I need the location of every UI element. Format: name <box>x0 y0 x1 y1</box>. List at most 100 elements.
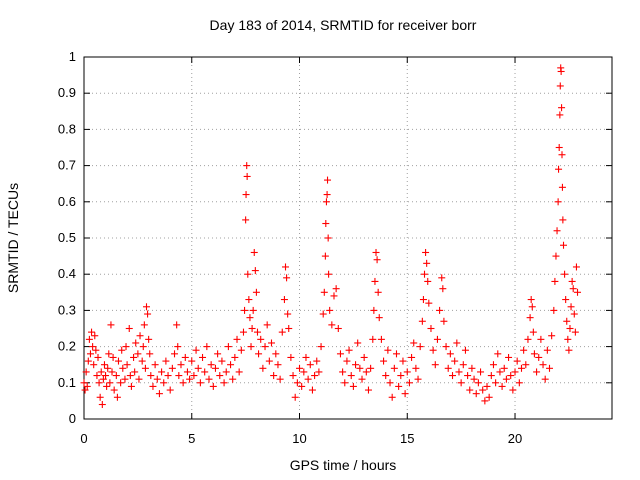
data-point <box>110 386 118 394</box>
data-point <box>147 372 155 380</box>
data-point <box>113 393 121 401</box>
data-point <box>144 310 152 318</box>
y-tick-label: 0 <box>69 411 76 426</box>
data-point <box>179 379 187 387</box>
data-point <box>386 379 394 387</box>
data-point <box>112 372 120 380</box>
data-point <box>121 375 129 383</box>
y-tick-label: 0.4 <box>58 266 76 281</box>
data-point <box>248 325 256 332</box>
data-point <box>190 372 198 380</box>
data-point <box>530 350 538 358</box>
data-point <box>392 350 400 358</box>
data-point <box>334 325 342 332</box>
y-tick-label: 0.2 <box>58 339 76 354</box>
data-point <box>192 346 200 354</box>
data-point <box>326 306 334 314</box>
y-tick-label: 1 <box>69 49 76 64</box>
data-point <box>153 375 161 383</box>
data-point <box>97 368 105 376</box>
data-point <box>261 343 269 351</box>
data-point <box>552 252 560 260</box>
data-point <box>276 375 284 383</box>
data-point <box>567 303 575 311</box>
data-point <box>464 372 472 380</box>
data-point <box>98 401 106 409</box>
data-point <box>155 390 163 398</box>
data-point <box>416 343 424 351</box>
data-point <box>423 259 431 267</box>
data-point <box>255 350 263 358</box>
data-point <box>311 372 319 380</box>
data-point <box>220 379 228 387</box>
data-point <box>522 361 530 369</box>
data-point <box>239 328 247 336</box>
data-point <box>548 332 556 340</box>
data-point <box>145 335 153 343</box>
data-point <box>343 357 351 365</box>
data-point <box>468 364 476 372</box>
data-point <box>158 368 166 376</box>
data-point <box>175 372 183 380</box>
data-point <box>107 321 115 329</box>
data-point <box>123 361 131 369</box>
data-point <box>354 339 362 347</box>
data-point <box>483 382 491 390</box>
data-point <box>181 353 189 361</box>
data-point <box>427 325 435 332</box>
data-point <box>356 364 364 372</box>
data-point <box>86 350 94 358</box>
data-point <box>444 364 452 372</box>
data-point <box>322 220 330 228</box>
data-point <box>520 346 528 354</box>
data-point <box>194 364 202 372</box>
y-axis-label: SRMTID / TECUs <box>5 183 21 293</box>
data-point <box>80 379 88 387</box>
data-point <box>287 353 295 361</box>
data-point <box>242 216 250 224</box>
data-point <box>324 234 332 242</box>
data-point <box>349 382 357 390</box>
data-point <box>554 198 562 206</box>
data-point <box>93 372 101 380</box>
data-point <box>216 372 224 380</box>
data-point <box>543 346 551 354</box>
data-point <box>247 343 255 351</box>
data-point <box>89 343 97 351</box>
data-point <box>436 306 444 314</box>
x-tick-label: 15 <box>400 431 414 446</box>
data-point <box>492 379 500 387</box>
data-point <box>564 335 572 343</box>
data-point <box>419 296 427 304</box>
data-point <box>132 339 140 347</box>
data-point <box>562 296 570 304</box>
data-point <box>571 328 579 336</box>
data-point <box>285 325 293 332</box>
data-point <box>546 364 554 372</box>
data-point <box>136 332 144 340</box>
chart-title: Day 183 of 2014, SRMTID for receiver bor… <box>210 17 477 33</box>
data-point <box>282 263 290 271</box>
data-point <box>526 314 534 322</box>
data-point <box>341 379 349 387</box>
data-point <box>371 277 379 285</box>
data-point <box>300 368 308 376</box>
data-point <box>553 227 561 235</box>
data-point <box>570 310 578 318</box>
data-point <box>135 375 143 383</box>
data-point <box>556 111 564 119</box>
data-point <box>162 357 170 365</box>
data-point <box>440 317 448 325</box>
data-point <box>558 151 566 159</box>
data-point <box>429 346 437 354</box>
data-point <box>140 321 148 329</box>
data-point <box>336 350 344 358</box>
data-point <box>283 274 291 282</box>
data-point <box>563 317 571 325</box>
data-point <box>541 375 549 383</box>
data-point <box>364 386 372 394</box>
data-point <box>280 296 288 304</box>
data-point <box>565 346 573 354</box>
data-point <box>559 216 567 224</box>
data-point <box>177 361 185 369</box>
